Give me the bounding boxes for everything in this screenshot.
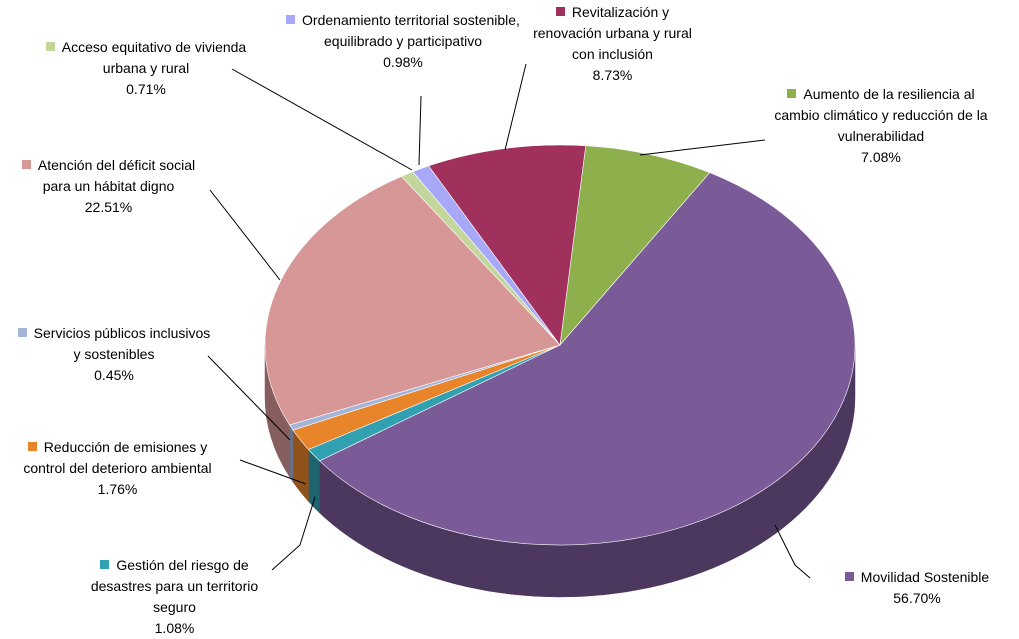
category-label: Servicios públicos inclusivos y sostenib…: [33, 325, 211, 362]
pie-slice: [318, 172, 856, 546]
leader-line: [207, 355, 291, 441]
value-label: 0.45%: [94, 367, 134, 383]
value-label: 0.98%: [383, 54, 423, 70]
leader-line: [774, 524, 811, 579]
leader-line: [418, 95, 422, 166]
data-label: Acceso equitativo de vivienda urbana y r…: [36, 37, 256, 100]
value-label: 8.73%: [592, 67, 633, 83]
category-label: Reducción de emisiones y control del det…: [23, 439, 212, 476]
category-label: Ordenamiento territorial sostenible, equ…: [302, 12, 520, 49]
legend-swatch: [100, 560, 110, 569]
legend-swatch: [286, 15, 296, 24]
data-label: Movilidad Sostenible 56.70%: [812, 567, 1019, 609]
category-label: Acceso equitativo de vivienda urbana y r…: [61, 39, 247, 76]
legend-swatch: [844, 572, 854, 581]
value-label: 1.76%: [97, 481, 138, 497]
data-label: Reducción de emisiones y control del det…: [10, 437, 225, 500]
value-label: 22.51%: [84, 199, 133, 215]
data-label: Atención del déficit social para un hábi…: [6, 155, 211, 218]
data-label: Aumento de la resiliencia al cambio clim…: [770, 84, 992, 168]
pie-slice: [264, 175, 561, 426]
leader-line: [639, 139, 766, 156]
data-label: Revitalización y renovación urbana y rur…: [520, 2, 705, 86]
legend-swatch: [45, 42, 55, 51]
data-label: Servicios públicos inclusivos y sostenib…: [14, 323, 214, 386]
legend-swatch: [21, 160, 31, 169]
category-label: Atención del déficit social para un hábi…: [37, 157, 196, 194]
legend-swatch: [27, 442, 37, 451]
category-label: Movilidad Sostenible: [860, 569, 990, 585]
pie-side: [289, 424, 294, 483]
category-label: Aumento de la resiliencia al cambio clim…: [774, 86, 988, 144]
category-label: Gestión del riesgo de desastres para un …: [90, 557, 259, 615]
value-label: 56.70%: [893, 590, 941, 606]
legend-swatch: [17, 328, 27, 337]
data-label: Ordenamiento territorial sostenible, equ…: [283, 10, 523, 73]
leader-line: [504, 63, 527, 151]
value-label: 7.08%: [861, 149, 901, 165]
legend-swatch: [555, 7, 565, 16]
leader-line: [231, 68, 413, 171]
value-label: 0.71%: [126, 81, 166, 97]
data-label: Gestión del riesgo de desastres para un …: [72, 555, 277, 639]
pie-slice: [559, 145, 711, 346]
leader-line: [271, 496, 316, 571]
category-label: Revitalización y renovación urbana y rur…: [533, 4, 692, 62]
leader-line: [209, 189, 281, 281]
value-label: 1.08%: [154, 620, 195, 636]
leader-line: [239, 459, 307, 485]
legend-swatch: [787, 89, 797, 98]
